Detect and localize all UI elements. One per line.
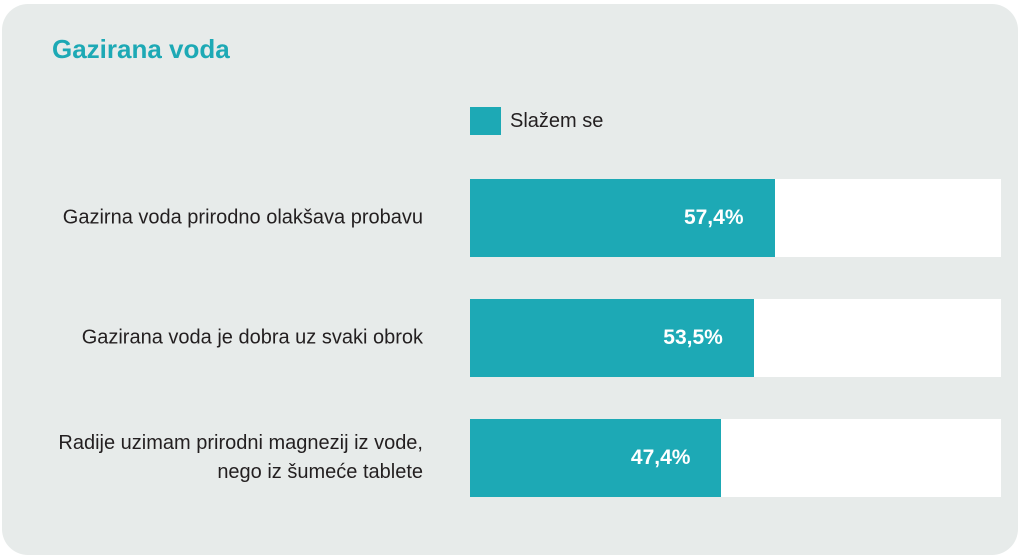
bar-row: Gazirna voda prirodno olakšava probavu 5… [0, 179, 1021, 257]
bar [470, 299, 754, 377]
bar-track: 53,5% [470, 299, 1001, 377]
legend-label: Slažem se [510, 109, 604, 132]
legend: Slažem se [470, 107, 603, 135]
data-label: 57,4% [683, 206, 744, 229]
bar [470, 179, 775, 257]
chart-title: Gazirana voda [52, 34, 230, 64]
bar-row: Gazirana voda je dobra uz svaki obrok 53… [0, 299, 1021, 377]
bar [470, 419, 722, 497]
category-label: Gazirana voda je dobra uz svaki obrok [81, 326, 423, 349]
legend-swatch [470, 107, 501, 135]
data-label: 47,4% [630, 446, 691, 469]
data-label: 53,5% [663, 326, 723, 349]
category-label: Gazirna voda prirodno olakšava probavu [62, 206, 423, 229]
bar-track: 57,4% [470, 179, 1001, 257]
category-label: Radije uzimam prirodni magnezij iz vode,… [58, 432, 423, 483]
bar-row: Radije uzimam prirodni magnezij iz vode,… [0, 419, 1021, 497]
bar-track: 47,4% [470, 419, 1001, 497]
